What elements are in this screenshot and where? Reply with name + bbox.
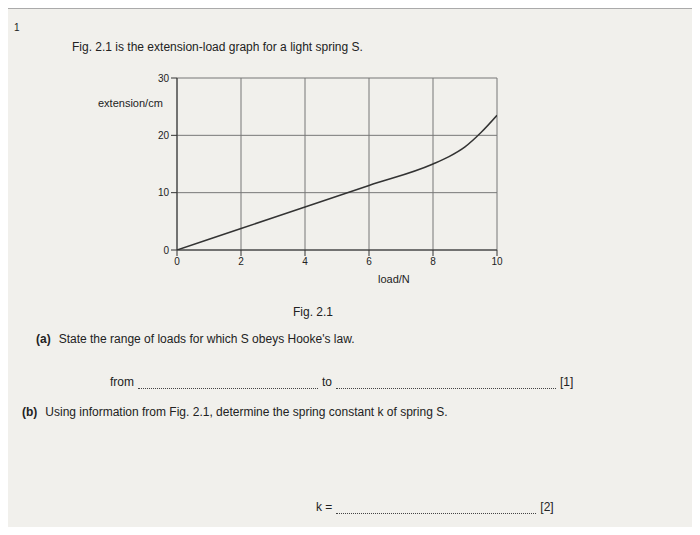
html-text:extension/cm: extension/cm	[98, 97, 163, 109]
svg-text:30: 30	[158, 73, 170, 84]
html-text:Using information from Fig. 2.: Using information from Fig. 2.1, determi…	[45, 405, 448, 419]
html-text:from: from	[110, 375, 134, 389]
svg-text:6: 6	[366, 256, 372, 267]
html-text:(a): (a)	[36, 332, 51, 346]
html-text:load/N: load/N	[378, 273, 410, 285]
html-text:[2]: [2]	[540, 500, 554, 514]
html-text:1: 1	[14, 22, 20, 33]
html-text:State the range of loads for w: State the range of loads for which S obe…	[58, 332, 355, 346]
html-text:Fig. 2.1: Fig. 2.1	[293, 305, 333, 319]
svg-text:4: 4	[302, 256, 308, 267]
svg-text:2: 2	[238, 256, 244, 267]
svg-text:0: 0	[163, 245, 169, 256]
svg-text:0: 0	[174, 256, 180, 267]
svg-text:8: 8	[430, 256, 436, 267]
svg-text:10: 10	[158, 187, 170, 198]
html-text:k =: k =	[316, 500, 333, 514]
svg-text:10: 10	[491, 256, 503, 267]
html-text:Fig. 2.1 is the extension-load: Fig. 2.1 is the extension-load graph for…	[72, 40, 363, 54]
html-text:to: to	[322, 375, 332, 389]
svg-text:20: 20	[158, 130, 170, 141]
html-text:[1]: [1]	[560, 375, 574, 389]
html-text:(b): (b)	[22, 405, 38, 419]
